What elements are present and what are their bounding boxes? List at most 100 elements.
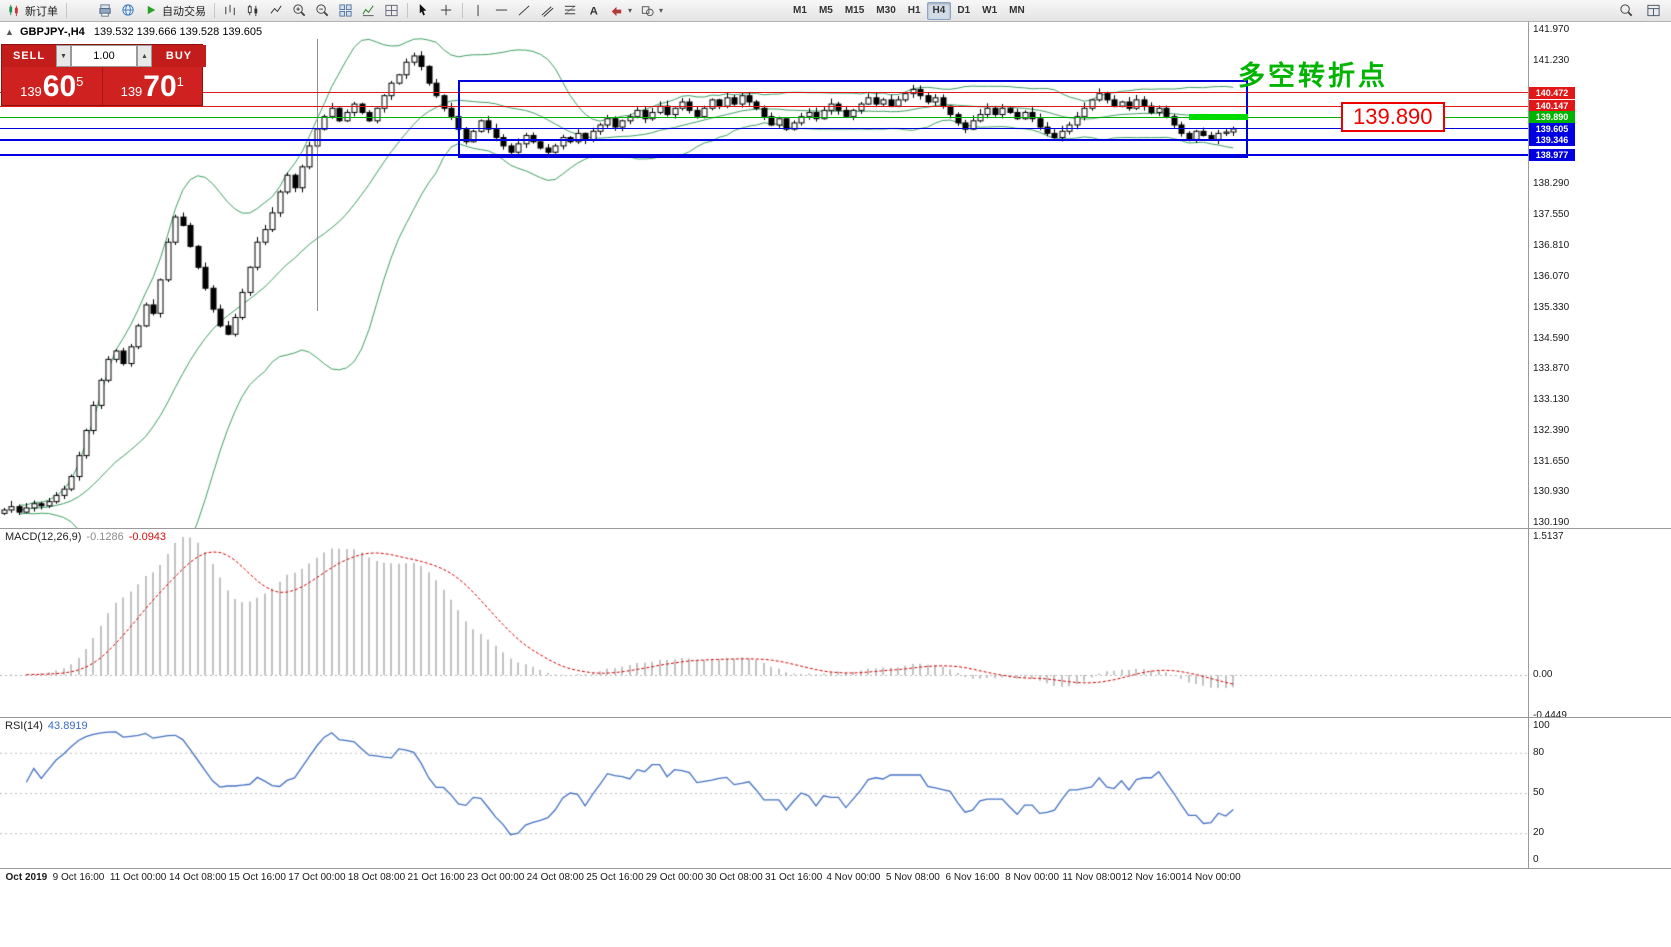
time-axis-label: 29 Oct 00:00	[645, 872, 704, 883]
lot-increase-button[interactable]: ▲	[137, 45, 152, 67]
time-axis-separator	[0, 868, 1671, 869]
window-layout-button[interactable]	[1642, 1, 1665, 19]
time-axis-label: Oct 2019	[5, 872, 48, 883]
price-scale-label: 136.810	[1533, 239, 1570, 251]
rsi-scale-label: 20	[1533, 827, 1545, 839]
indicators-button[interactable]	[357, 2, 380, 20]
time-axis-label: 4 Nov 00:00	[826, 872, 881, 883]
shapes-icon	[640, 3, 655, 18]
window-layout-icon	[1646, 3, 1661, 18]
time-axis-label: 11 Oct 00:00	[109, 872, 167, 883]
toolbar-separator	[214, 3, 215, 18]
community-button[interactable]	[117, 2, 140, 20]
time-axis-label: 9 Oct 16:00	[52, 872, 105, 883]
symbol-ohlc-header: ▲ GBPJPY-,H4 139.532 139.666 139.528 139…	[5, 26, 262, 38]
consolidation-rectangle-object[interactable]	[458, 79, 1249, 159]
zoom-out-button[interactable]	[311, 2, 334, 20]
timeframe-button-m5[interactable]: M5	[813, 2, 839, 20]
price-scale-label: 134.590	[1533, 332, 1570, 344]
vertical-line-tool-button[interactable]	[467, 2, 490, 20]
price-scale-label: 133.130	[1533, 393, 1570, 405]
autotrading-button[interactable]: 自动交易	[140, 2, 210, 20]
horizontal-line-object[interactable]	[0, 92, 1528, 94]
price-scale-tag: 139.890	[1529, 111, 1575, 124]
vertical-line-object[interactable]	[317, 39, 318, 312]
price-scale-tag: 139.605	[1529, 122, 1575, 135]
horizontal-line-icon	[494, 3, 509, 18]
fibonacci-icon	[563, 3, 578, 18]
timeframe-button-d1[interactable]: D1	[951, 2, 976, 20]
zoom-in-button[interactable]	[288, 2, 311, 20]
horizontal-line-object[interactable]	[0, 128, 1528, 130]
time-axis-label: 17 Oct 00:00	[288, 872, 346, 883]
macd-scale-label: 1.5137	[1533, 531, 1564, 542]
support-highlight-segment[interactable]	[1188, 114, 1249, 121]
buy-price[interactable]: 139 70 1	[120, 70, 184, 103]
horizontal-line-object[interactable]	[0, 105, 1528, 107]
timeframe-button-h4[interactable]: H4	[926, 1, 952, 20]
macd-scale-label: -0.4449	[1533, 709, 1567, 721]
rsi-panel-canvas[interactable]	[0, 718, 1528, 868]
time-axis-label: 18 Oct 08:00	[347, 872, 406, 883]
timeframe-button-m15[interactable]: M15	[839, 2, 870, 20]
time-axis-label: 30 Oct 08:00	[705, 872, 763, 883]
timeframe-button-m30[interactable]: M30	[870, 2, 901, 20]
turning-point-annotation[interactable]: 多空转折点	[1238, 61, 1388, 91]
timeframe-button-mn[interactable]: MN	[1003, 2, 1031, 20]
svg-text:A: A	[590, 5, 598, 17]
price-scale-label: 132.390	[1533, 424, 1570, 436]
cursor-tool-button[interactable]	[412, 2, 435, 20]
tile-windows-button[interactable]	[334, 2, 357, 20]
line-chart-icon	[269, 3, 284, 18]
timeframe-button-w1[interactable]: W1	[976, 2, 1003, 20]
mql5-market-button[interactable]	[71, 2, 94, 20]
grid-button[interactable]	[380, 2, 403, 20]
sell-price[interactable]: 139 60 5	[2, 67, 103, 105]
toolbar-separator	[66, 3, 67, 18]
timeframe-button-h1[interactable]: H1	[902, 2, 927, 20]
zoom-out-icon	[315, 3, 330, 18]
print-button[interactable]	[94, 2, 117, 20]
price-scale-tag: 140.472	[1529, 86, 1575, 99]
horizontal-line-object[interactable]	[0, 154, 1528, 157]
time-axis-label: 21 Oct 16:00	[407, 872, 465, 883]
horizontal-line-tool-button[interactable]	[490, 2, 513, 20]
horizontal-line-object[interactable]	[0, 138, 1528, 141]
sell-button[interactable]: SELL	[2, 45, 56, 67]
search-button[interactable]	[1615, 1, 1638, 19]
price-scale-divider[interactable]	[1528, 22, 1529, 868]
timeframe-button-m1[interactable]: M1	[787, 2, 813, 20]
fibonacci-tool-button[interactable]	[559, 2, 582, 20]
symbol-label: GBPJPY-,H4	[19, 26, 85, 38]
line-chart-button[interactable]	[265, 2, 288, 20]
lot-decrease-button[interactable]: ▼	[56, 45, 71, 67]
macd-panel-canvas[interactable]	[0, 529, 1528, 717]
crosshair-icon	[439, 3, 454, 18]
crosshair-tool-button[interactable]	[435, 2, 458, 20]
lot-size-input[interactable]	[71, 45, 137, 67]
rsi-scale-label: 100	[1533, 720, 1550, 731]
rsi-scale-label: 50	[1533, 787, 1545, 798]
main-toolbar: 新订单 自动交易	[0, 0, 1671, 22]
one-click-collapse-arrow[interactable]: ▲	[5, 27, 14, 37]
shapes-tool-button[interactable]: ▾	[636, 2, 667, 20]
rsi-panel-resize-separator[interactable]	[0, 717, 1671, 718]
trendline-tool-button[interactable]	[513, 2, 536, 20]
bar-chart-button[interactable]	[219, 2, 242, 20]
time-axis-label: 11 Nov 08:00	[1062, 872, 1122, 883]
macd-panel-resize-separator[interactable]	[0, 528, 1671, 529]
channel-tool-button[interactable]	[536, 2, 559, 20]
price-callout-annotation[interactable]: 139.890	[1341, 102, 1445, 132]
arrows-tool-button[interactable]: ▾	[605, 2, 636, 20]
price-scale-tag: 140.147	[1529, 100, 1575, 113]
candlestick-chart-button[interactable]	[242, 2, 265, 20]
buy-button[interactable]: BUY	[152, 45, 206, 67]
horizontal-line-object[interactable]	[0, 116, 1528, 118]
new-order-button[interactable]: 新订单	[3, 2, 62, 20]
price-scale-label: 133.870	[1533, 362, 1570, 374]
text-tool-button[interactable]: A	[582, 2, 605, 20]
price-scale-tag: 138.977	[1529, 149, 1575, 162]
globe-icon	[121, 3, 136, 18]
time-axis-label: 6 Nov 16:00	[945, 872, 1000, 883]
